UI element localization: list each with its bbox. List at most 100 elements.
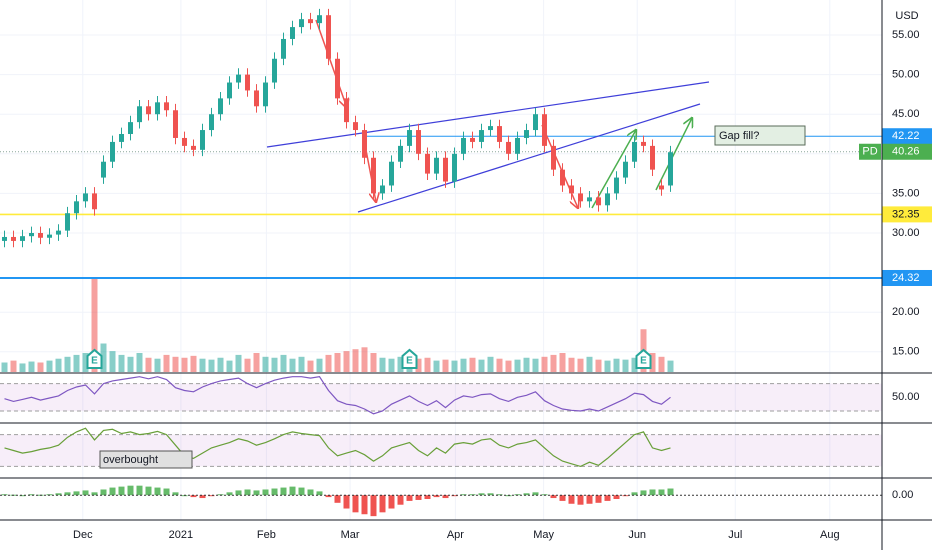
histogram-bar <box>280 487 287 496</box>
candle-body <box>236 74 241 83</box>
histogram-bar <box>271 488 278 496</box>
volume-bar <box>307 360 314 372</box>
histogram-bar <box>64 492 71 496</box>
histogram-bar <box>667 488 674 496</box>
x-tick-label: May <box>533 529 554 541</box>
y-tick-label: 0.00 <box>892 489 913 501</box>
volume-bar <box>433 360 440 372</box>
y-tick-label: 20.00 <box>892 306 920 318</box>
candle-body <box>290 27 295 39</box>
histogram-bar <box>442 495 449 499</box>
volume-bar <box>559 353 566 372</box>
histogram-bar <box>55 493 62 496</box>
candle-body <box>452 153 457 182</box>
histogram-bar <box>163 488 170 496</box>
candle-body <box>425 153 430 174</box>
histogram-bar <box>190 495 197 498</box>
price-label: 40.26 <box>892 146 920 158</box>
volume-bar <box>217 357 224 372</box>
volume-bar <box>667 360 674 372</box>
volume-bar <box>424 357 431 372</box>
volume-bar <box>37 362 44 372</box>
histogram-bar <box>532 492 539 496</box>
histogram-bar <box>334 495 341 503</box>
volume-bar <box>199 358 206 372</box>
candle-body <box>128 122 133 135</box>
candle-body <box>335 58 340 99</box>
histogram-bar <box>19 495 26 497</box>
candle-body <box>308 19 313 24</box>
histogram-bar <box>127 485 134 496</box>
histogram-bar <box>154 487 161 496</box>
volume-bar <box>487 356 494 372</box>
histogram-bar <box>658 489 665 496</box>
volume-bar <box>1 362 8 372</box>
candle-body <box>434 157 439 174</box>
candle-body <box>623 161 628 178</box>
x-tick-label: Jun <box>628 529 646 541</box>
y-tick-label: 50.00 <box>892 69 920 81</box>
volume-bar <box>370 353 377 372</box>
candle-body <box>398 145 403 162</box>
histogram-bar <box>235 490 242 496</box>
volume-bar <box>271 357 278 372</box>
name-label: PD <box>862 146 877 158</box>
candle-body <box>146 106 151 115</box>
volume-bar <box>55 358 62 372</box>
volume-bar <box>352 349 359 372</box>
histogram-bar <box>82 490 89 496</box>
histogram-bar <box>361 495 368 515</box>
candle-body <box>317 15 322 24</box>
x-tick-label: Aug <box>820 529 840 541</box>
volume-bar <box>658 356 665 372</box>
y-tick-label: 15.00 <box>892 346 920 358</box>
candle-body <box>560 169 565 186</box>
y-tick-label: 55.00 <box>892 29 920 41</box>
histogram-bar <box>379 495 386 513</box>
volume-bar <box>100 343 107 372</box>
candle-body <box>137 106 142 123</box>
volume-bar <box>397 356 404 372</box>
arrow <box>591 130 636 209</box>
histogram-bar <box>478 493 485 496</box>
histogram-bar <box>118 486 125 496</box>
volume-bar <box>379 357 386 372</box>
x-tick-label: 2021 <box>169 529 193 541</box>
volume-bar <box>244 358 251 372</box>
candle-body <box>164 102 169 111</box>
volume-bar <box>127 356 134 372</box>
oscillator-line <box>4 427 671 468</box>
y-tick-label: 30.00 <box>892 227 920 239</box>
candle-body <box>380 185 385 194</box>
candle-body <box>182 137 187 146</box>
candle-body <box>524 130 529 138</box>
histogram-bar <box>496 494 503 496</box>
candle-body <box>371 157 376 194</box>
candle-body <box>47 234 52 238</box>
volume-bar <box>298 356 305 372</box>
candle-body <box>542 114 547 146</box>
x-tick-label: Mar <box>341 529 360 541</box>
candle-body <box>632 141 637 162</box>
x-tick-label: Dec <box>73 529 93 541</box>
candle-body <box>650 145 655 170</box>
volume-bar <box>208 359 215 372</box>
event-label: E <box>640 356 647 367</box>
candle-body <box>83 193 88 202</box>
histogram-bar <box>370 495 377 517</box>
histogram-bar <box>424 495 431 499</box>
price-label-box <box>882 269 932 286</box>
candle-body <box>479 130 484 142</box>
volume-bar <box>163 354 170 372</box>
candle-body <box>362 130 367 158</box>
y-tick-label: 50.00 <box>892 391 920 403</box>
candle-body <box>299 19 304 28</box>
volume-bar <box>622 359 629 372</box>
event-marker <box>401 348 418 369</box>
histogram-bar <box>343 495 350 509</box>
histogram-bar <box>100 489 107 496</box>
candle-body <box>263 82 268 107</box>
histogram-bar <box>487 493 494 496</box>
candle-body <box>29 233 34 237</box>
candle-body <box>101 161 106 178</box>
